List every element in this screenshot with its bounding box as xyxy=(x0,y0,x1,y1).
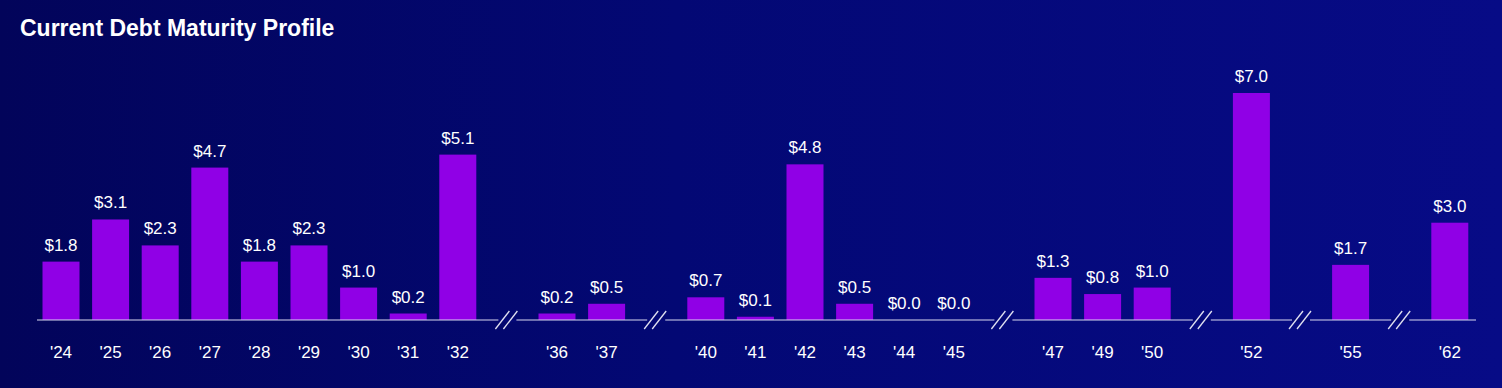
data-label: $1.8 xyxy=(44,236,77,255)
bar xyxy=(687,297,724,320)
x-tick-label: '55 xyxy=(1340,343,1362,362)
x-tick-label: '32 xyxy=(447,343,469,362)
data-label: $3.0 xyxy=(1433,197,1466,216)
bar xyxy=(787,164,824,320)
bar xyxy=(1332,265,1369,320)
x-tick-label: '42 xyxy=(794,343,816,362)
axis-break xyxy=(1388,311,1410,329)
bars xyxy=(43,93,1469,320)
data-label: $4.7 xyxy=(193,142,226,161)
axis-break xyxy=(1289,311,1311,329)
axis-break xyxy=(991,311,1013,329)
bar xyxy=(1134,288,1171,320)
bar xyxy=(142,245,179,320)
data-label: $5.1 xyxy=(441,129,474,148)
data-label: $2.3 xyxy=(144,219,177,238)
bar xyxy=(340,288,377,320)
data-label: $1.0 xyxy=(342,262,375,281)
bar xyxy=(191,168,228,320)
data-label: $0.8 xyxy=(1086,268,1119,287)
labels: $1.8 '24 $3.1 '25 $2.3 '26 $4.7 '27 $1.8 '28 $2.3 '… xyxy=(44,67,1466,362)
x-tick-label: '27 xyxy=(199,343,221,362)
axis-break xyxy=(495,311,517,329)
x-tick-label: '62 xyxy=(1439,343,1461,362)
data-label: $0.0 xyxy=(937,294,970,313)
bar xyxy=(241,262,278,320)
x-tick-label: '28 xyxy=(248,343,270,362)
chart-svg: Current Debt Maturity Profile $1.8 '24 $3.1… xyxy=(0,0,1502,388)
bar xyxy=(43,262,80,320)
x-tick-label: '50 xyxy=(1141,343,1163,362)
data-label: $0.2 xyxy=(540,288,573,307)
chart-container: Current Debt Maturity Profile $1.8 '24 $3.1… xyxy=(0,0,1502,388)
x-tick-label: '43 xyxy=(844,343,866,362)
data-label: $0.5 xyxy=(838,278,871,297)
x-tick-label: '49 xyxy=(1092,343,1114,362)
bar xyxy=(588,304,625,320)
x-tick-label: '30 xyxy=(348,343,370,362)
data-label: $0.7 xyxy=(689,271,722,290)
bar xyxy=(390,314,427,320)
bar xyxy=(291,245,328,320)
data-label: $4.8 xyxy=(788,138,821,157)
axis-break xyxy=(644,311,666,329)
x-tick-label: '25 xyxy=(100,343,122,362)
x-tick-label: '24 xyxy=(50,343,72,362)
data-label: $1.3 xyxy=(1036,252,1069,271)
x-tick-label: '47 xyxy=(1042,343,1064,362)
x-tick-label: '29 xyxy=(298,343,320,362)
bar xyxy=(539,314,576,320)
x-tick-label: '26 xyxy=(149,343,171,362)
data-label: $0.2 xyxy=(392,288,425,307)
x-tick-label: '45 xyxy=(943,343,965,362)
x-tick-label: '37 xyxy=(596,343,618,362)
x-tick-label: '31 xyxy=(397,343,419,362)
x-tick-label: '44 xyxy=(893,343,915,362)
x-tick-label: '40 xyxy=(695,343,717,362)
bar xyxy=(1084,294,1121,320)
data-label: $1.8 xyxy=(243,236,276,255)
data-label: $2.3 xyxy=(292,219,325,238)
chart-title: Current Debt Maturity Profile xyxy=(20,15,334,41)
axis-break xyxy=(1190,311,1212,329)
x-tick-label: '52 xyxy=(1240,343,1262,362)
x-tick-label: '41 xyxy=(744,343,766,362)
x-tick-label: '36 xyxy=(546,343,568,362)
bar xyxy=(1233,93,1270,320)
data-label: $3.1 xyxy=(94,193,127,212)
bar xyxy=(92,219,129,320)
bar xyxy=(439,155,476,320)
data-label: $0.1 xyxy=(739,291,772,310)
data-label: $7.0 xyxy=(1235,67,1268,86)
data-label: $0.0 xyxy=(888,294,921,313)
data-label: $1.0 xyxy=(1136,262,1169,281)
bar xyxy=(1431,223,1468,320)
bar xyxy=(836,304,873,320)
bar xyxy=(1035,278,1072,320)
data-label: $0.5 xyxy=(590,278,623,297)
x-axis-line xyxy=(37,320,1476,321)
data-label: $1.7 xyxy=(1334,239,1367,258)
